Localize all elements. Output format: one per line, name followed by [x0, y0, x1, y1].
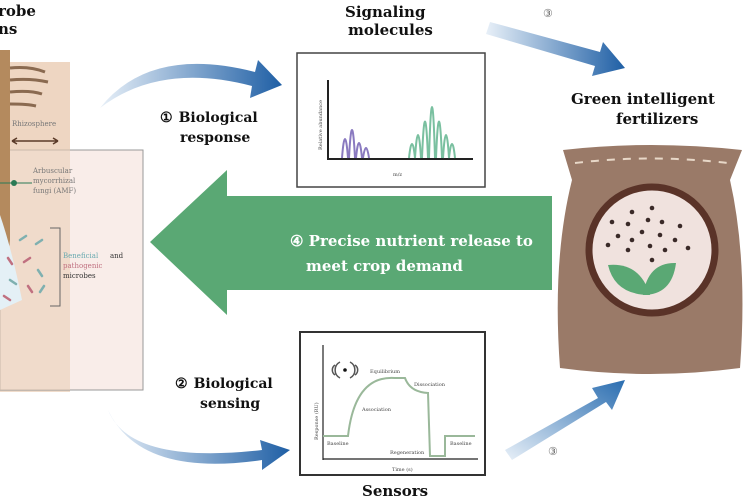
microbes-beneficial: Beneficial: [63, 252, 99, 260]
fertilizer-granule: [649, 257, 655, 263]
fertilizer-granule: [677, 223, 683, 229]
fertilizer-granule: [649, 205, 655, 211]
spectrum-peak: [362, 147, 370, 159]
label-equilibrium: Equilibrium: [370, 369, 400, 375]
label-association: Association: [361, 407, 392, 413]
spectrum-peak: [428, 106, 436, 159]
signaling-title-2: molecules: [348, 21, 433, 39]
amf-label-2: mycorrhizal: [33, 177, 76, 185]
label-regeneration: Regeneration: [390, 450, 425, 456]
fertilizer-granule: [609, 219, 615, 225]
fertilizer-bag: [557, 145, 743, 374]
spectrum-peak: [435, 120, 443, 159]
sensor-chart: Response (RU) Time (s) Equilibrium Disso…: [299, 331, 486, 476]
curved-arrow-top-icon: [100, 60, 282, 108]
label-baseline-2: Baseline: [450, 441, 472, 447]
curved-arrow-bottom-icon: [108, 410, 290, 470]
spectrum-peak: [348, 129, 356, 159]
sensor-ylabel: Response (RU): [313, 402, 320, 440]
spectrum-peak: [421, 120, 429, 159]
signaling-ylabel: Relative abundance: [318, 100, 324, 150]
fertilizer-granule: [662, 247, 668, 253]
step3-label-bottom: ③: [548, 445, 558, 458]
signaling-xlabel: m/z: [393, 172, 402, 178]
step2-label-2: sensing: [200, 396, 260, 412]
fertilizer-granule: [657, 232, 663, 238]
left-title-line1: robe: [0, 2, 36, 20]
fertilizer-granule: [615, 233, 621, 239]
label-dissociation: Dissociation: [414, 382, 446, 388]
amf-label-3: fungi (AMF): [33, 187, 76, 195]
wireless-signal-icon: [331, 361, 359, 379]
root-hairs: [9, 66, 49, 108]
step4-label-1: ④ Precise nutrient release to: [290, 232, 533, 250]
fertilizer-granule: [605, 242, 611, 248]
fertilizer-granule: [639, 229, 645, 235]
microbes: [2, 234, 46, 302]
rhizosphere-arrow-icon: [11, 137, 59, 145]
step3-label-top: ③: [543, 7, 553, 20]
arrow-3-bottom-icon: [505, 380, 625, 460]
fertilizer-granule: [625, 221, 631, 227]
arrow-3-top-icon: [486, 22, 625, 76]
spectrum-peak: [355, 142, 363, 159]
step4-label-2: meet crop demand: [306, 257, 463, 275]
signaling-chart: Relative abundance m/z: [296, 52, 486, 188]
microbes-pathogenic: pathogenic: [63, 262, 103, 270]
fertilizer-granule: [672, 237, 678, 243]
fertilizer-granule: [625, 247, 631, 253]
fertilizer-granule: [685, 245, 691, 251]
green-arrow-icon: [150, 170, 552, 315]
spectrum-peak: [341, 138, 349, 159]
step1-label-2: response: [180, 130, 250, 146]
sensors-title: Sensors: [362, 482, 428, 500]
step2-label: ② Biological: [175, 376, 273, 392]
fertilizer-title-2: fertilizers: [616, 110, 698, 128]
fertilizer-granule: [647, 243, 653, 249]
amf-label-1: Arbuscular: [32, 167, 73, 175]
label-baseline-1: Baseline: [327, 441, 349, 447]
spectrum-peak: [414, 134, 422, 159]
fertilizer-title-1: Green intelligent: [571, 90, 715, 108]
step1-label: ① Biological: [160, 110, 258, 126]
microbes-label: microbes: [63, 272, 96, 280]
fertilizer-granule: [659, 219, 665, 225]
signaling-title-1: Signaling: [345, 3, 426, 21]
fertilizer-granule: [645, 217, 651, 223]
rhizosphere-label: Rhizosphere: [12, 120, 56, 128]
spectrum-peak: [448, 143, 456, 159]
left-title-line2: ns: [0, 20, 17, 38]
spectrum-peak: [442, 134, 450, 159]
fertilizer-granule: [629, 237, 635, 243]
microbes-and: and: [110, 252, 124, 260]
left-panel: robe ns Rhizosphere Arbuscular mycorrhiz…: [0, 2, 144, 392]
sensor-xlabel: Time (s): [392, 466, 413, 473]
fertilizer-granule: [629, 209, 635, 215]
